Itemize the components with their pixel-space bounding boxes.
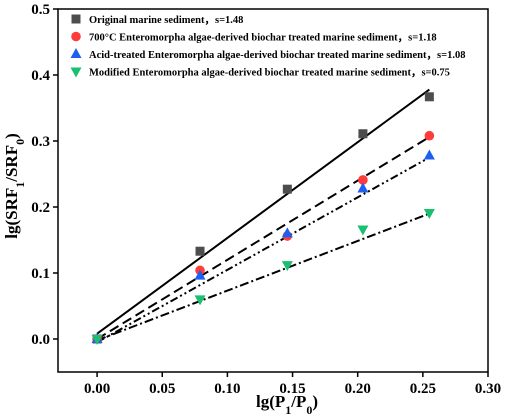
data-point-series-4 xyxy=(281,261,293,272)
tick-labels: 0.00 0.05 0.10 0.15 0.20 0.25 0.30 0.0 0.1 0.2 0.3… xyxy=(31,2,501,397)
x-tick-label: 0.15 xyxy=(279,381,305,397)
legend-marker-series-1 xyxy=(71,14,81,24)
fit-line-series-4 xyxy=(96,212,430,342)
legend-label-series-2: 700°C Enteromorpha algae-derived biochar… xyxy=(89,33,437,44)
data-point-series-4 xyxy=(423,208,435,219)
legend-label-series-3: Acid-treated Enteromorpha algae-derived … xyxy=(89,50,465,61)
fit-lines xyxy=(96,88,430,344)
legend-label-series-4: Modified Enteromorpha algae-derived bioc… xyxy=(89,68,450,79)
legend: Original marine sediment，s=1.48 700°C Ent… xyxy=(70,14,465,79)
data-point-series-3 xyxy=(194,269,206,280)
y-tick-label: 0.2 xyxy=(31,200,50,216)
fit-line-series-1 xyxy=(96,88,430,335)
y-tick-label: 0.5 xyxy=(31,2,50,18)
x-tick-label: 0.00 xyxy=(84,381,110,397)
y-axis-title: lg(SRF1/SRF0) xyxy=(2,133,27,239)
x-tick-label: 0.30 xyxy=(475,381,501,397)
y-tick-label: 0.4 xyxy=(31,68,50,84)
data-point-series-3 xyxy=(281,227,293,238)
x-tick-label: 0.25 xyxy=(410,381,436,397)
data-point-series-2 xyxy=(424,130,435,141)
data-point-series-1 xyxy=(424,92,434,102)
x-tick-label: 0.05 xyxy=(149,381,175,397)
y-tick-label: 0.3 xyxy=(31,134,50,150)
x-tick-label: 0.10 xyxy=(214,381,240,397)
data-point-series-4 xyxy=(91,335,103,345)
data-point-series-4 xyxy=(194,295,206,306)
data-point-series-1 xyxy=(358,129,368,139)
data-point-series-2 xyxy=(358,175,368,185)
fit-line-series-3 xyxy=(96,156,430,344)
data-point-series-1 xyxy=(282,184,292,194)
legend-marker-series-3 xyxy=(70,48,82,58)
data-point-series-3 xyxy=(357,182,369,193)
data-points xyxy=(91,92,435,345)
plot-frame xyxy=(57,8,489,373)
fit-line-series-2 xyxy=(96,136,430,340)
y-tick-label: 0.1 xyxy=(31,266,50,282)
axis-ticks xyxy=(53,8,489,377)
data-point-series-1 xyxy=(195,246,205,256)
data-point-series-3 xyxy=(423,149,435,160)
data-point-series-4 xyxy=(357,225,369,236)
x-axis-title: lg(P1/P0) xyxy=(256,392,318,416)
y-tick-label: 0.0 xyxy=(31,332,50,348)
legend-label-series-1: Original marine sediment，s=1.48 xyxy=(89,15,243,26)
legend-marker-series-4 xyxy=(70,67,82,78)
x-tick-label: 0.20 xyxy=(345,381,371,397)
legend-marker-series-2 xyxy=(71,31,81,42)
